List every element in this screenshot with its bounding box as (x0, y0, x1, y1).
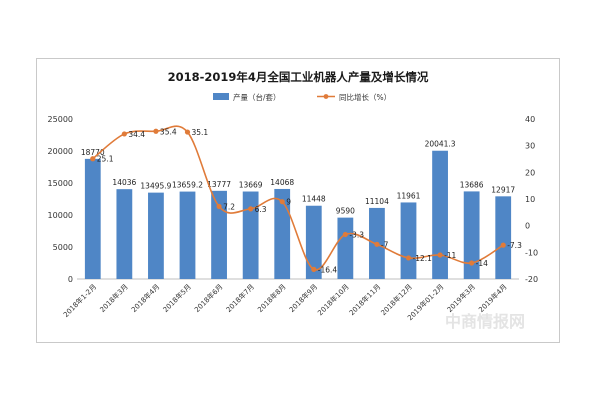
growth-line (92, 125, 504, 271)
y-left-ticks: 0 5000 10000 15000 20000 25000 (48, 115, 73, 284)
y-right-tick-label: 40 (525, 115, 535, 124)
y-left-tick-label: 15000 (48, 179, 73, 188)
line-data-label: -16.4 (318, 265, 338, 274)
bar-data-label: 13777 (207, 180, 231, 189)
bar (116, 189, 133, 279)
bar-labels: 18770 14036 13495.9 13659.2 13777 13669 14068 1… (81, 140, 516, 216)
line-data-label: 7.2 (223, 202, 235, 211)
line-data-label: -12.1 (413, 254, 433, 263)
line-data-label: 9 (286, 198, 291, 207)
growth-point (405, 255, 412, 261)
bar-data-label: 12917 (491, 185, 515, 194)
x-tick-label: 2019年4月 (477, 282, 509, 314)
y-left-tick-label: 20000 (48, 147, 73, 156)
growth-point (374, 241, 380, 247)
line-data-label: 35.4 (160, 127, 177, 136)
bar-data-label: 13686 (460, 180, 484, 189)
bar (211, 190, 227, 279)
legend-line-label: 同比增长（%） (339, 92, 391, 102)
x-tick-label: 2018年3月 (98, 282, 130, 314)
x-tick-label: 2018年10月 (316, 282, 351, 317)
y-left-tick-label: 10000 (48, 211, 73, 220)
growth-point (500, 242, 506, 248)
growth-point (311, 266, 317, 272)
bar (495, 196, 512, 279)
bar (274, 188, 291, 279)
x-tick-label: 2018年6月 (192, 282, 224, 314)
line-data-label: -7.3 (507, 241, 522, 250)
growth-point (248, 206, 254, 212)
line-data-label: 35.1 (192, 128, 209, 137)
x-tick-label: 2018年7月 (224, 282, 256, 314)
y-left-tick-label: 0 (68, 275, 73, 284)
bar (148, 192, 164, 279)
bar-data-label: 11104 (365, 197, 389, 206)
line-data-label: -14 (476, 259, 488, 268)
bar (400, 202, 417, 279)
chart-title: 2018-2019年4月全国工业机器人产量及增长情况 (168, 70, 429, 84)
legend-bar-label: 产量（台/套） (233, 92, 281, 102)
bar-data-label: 11448 (302, 195, 326, 204)
bar (242, 191, 259, 279)
x-tick-label: 2018年12月 (379, 282, 414, 317)
y-right-tick-label: 30 (525, 142, 535, 151)
x-tick-label: 2018年5月 (161, 282, 193, 314)
x-tick-label: 2018年4月 (129, 282, 161, 314)
legend: 产量（台/套） 同比增长（%） (213, 92, 391, 102)
y-right-ticks: -20 -10 0 10 20 30 40 (525, 115, 538, 284)
bar (432, 150, 448, 279)
bar-data-label: 14068 (270, 178, 294, 187)
x-tick-label: 2019年3月 (445, 282, 477, 314)
bar-data-label: 9590 (336, 207, 355, 216)
line-data-label: -3.3 (349, 230, 364, 239)
y-left-tick-label: 5000 (53, 243, 73, 252)
y-right-tick-label: 10 (525, 195, 535, 204)
line-data-label: -11 (444, 251, 456, 260)
line-labels: 25.1 34.4 35.4 35.1 7.2 6.3 9 -16.4 -3.3 -7 -12.1 -… (97, 127, 522, 274)
bar-data-label: 18770 (81, 148, 105, 157)
x-tick-label: 2018年9月 (287, 282, 319, 314)
legend-line-marker (323, 94, 329, 99)
chart-canvas: 2018-2019年4月全国工业机器人产量及增长情况 产量（台/套） 同比增长（… (48, 70, 539, 331)
legend-bar-swatch (213, 93, 229, 100)
line-data-label: 25.1 (97, 155, 114, 164)
y-right-tick-label: -20 (525, 275, 538, 284)
y-right-tick-label: -10 (525, 248, 538, 257)
growth-point (437, 252, 443, 258)
growth-point (216, 203, 222, 210)
growth-point (184, 129, 191, 135)
growth-point (469, 260, 475, 266)
growth-point (279, 199, 285, 205)
y-right-tick-label: 20 (525, 168, 535, 177)
bar-series (84, 150, 512, 279)
bar (84, 158, 101, 279)
bar-data-label: 14036 (112, 178, 136, 187)
bar (305, 205, 322, 279)
growth-point (342, 231, 348, 238)
x-tick-label: 2018年1-2月 (61, 282, 98, 319)
y-right-tick-label: 0 (525, 222, 530, 231)
line-data-label: 34.4 (128, 130, 145, 139)
x-ticks: 2018年1-2月 2018年3月 2018年4月 2018年5月 2018年6月 201… (61, 282, 508, 322)
growth-point (121, 131, 127, 137)
bar-data-label: 13659.2 (172, 181, 203, 190)
bar-data-label: 11961 (397, 191, 421, 200)
bar (179, 191, 196, 279)
chart-frame: 2018-2019年4月全国工业机器人产量及增长情况 产量（台/套） 同比增长（… (36, 58, 560, 343)
line-data-label: -7 (381, 240, 389, 249)
line-data-label: 6.3 (255, 205, 267, 214)
watermark: 中商情报网 (445, 312, 525, 331)
line-series (90, 125, 506, 272)
y-left-tick-label: 25000 (48, 115, 73, 124)
x-tick-label: 2018年11月 (347, 282, 382, 317)
growth-point (90, 156, 96, 162)
x-tick-label: 2018年8月 (256, 282, 288, 314)
bar-data-label: 13495.9 (140, 182, 171, 191)
bar (463, 191, 480, 279)
bar-data-label: 13669 (239, 181, 263, 190)
bar-data-label: 20041.3 (425, 140, 456, 149)
bar (337, 217, 354, 279)
growth-point (153, 128, 159, 134)
